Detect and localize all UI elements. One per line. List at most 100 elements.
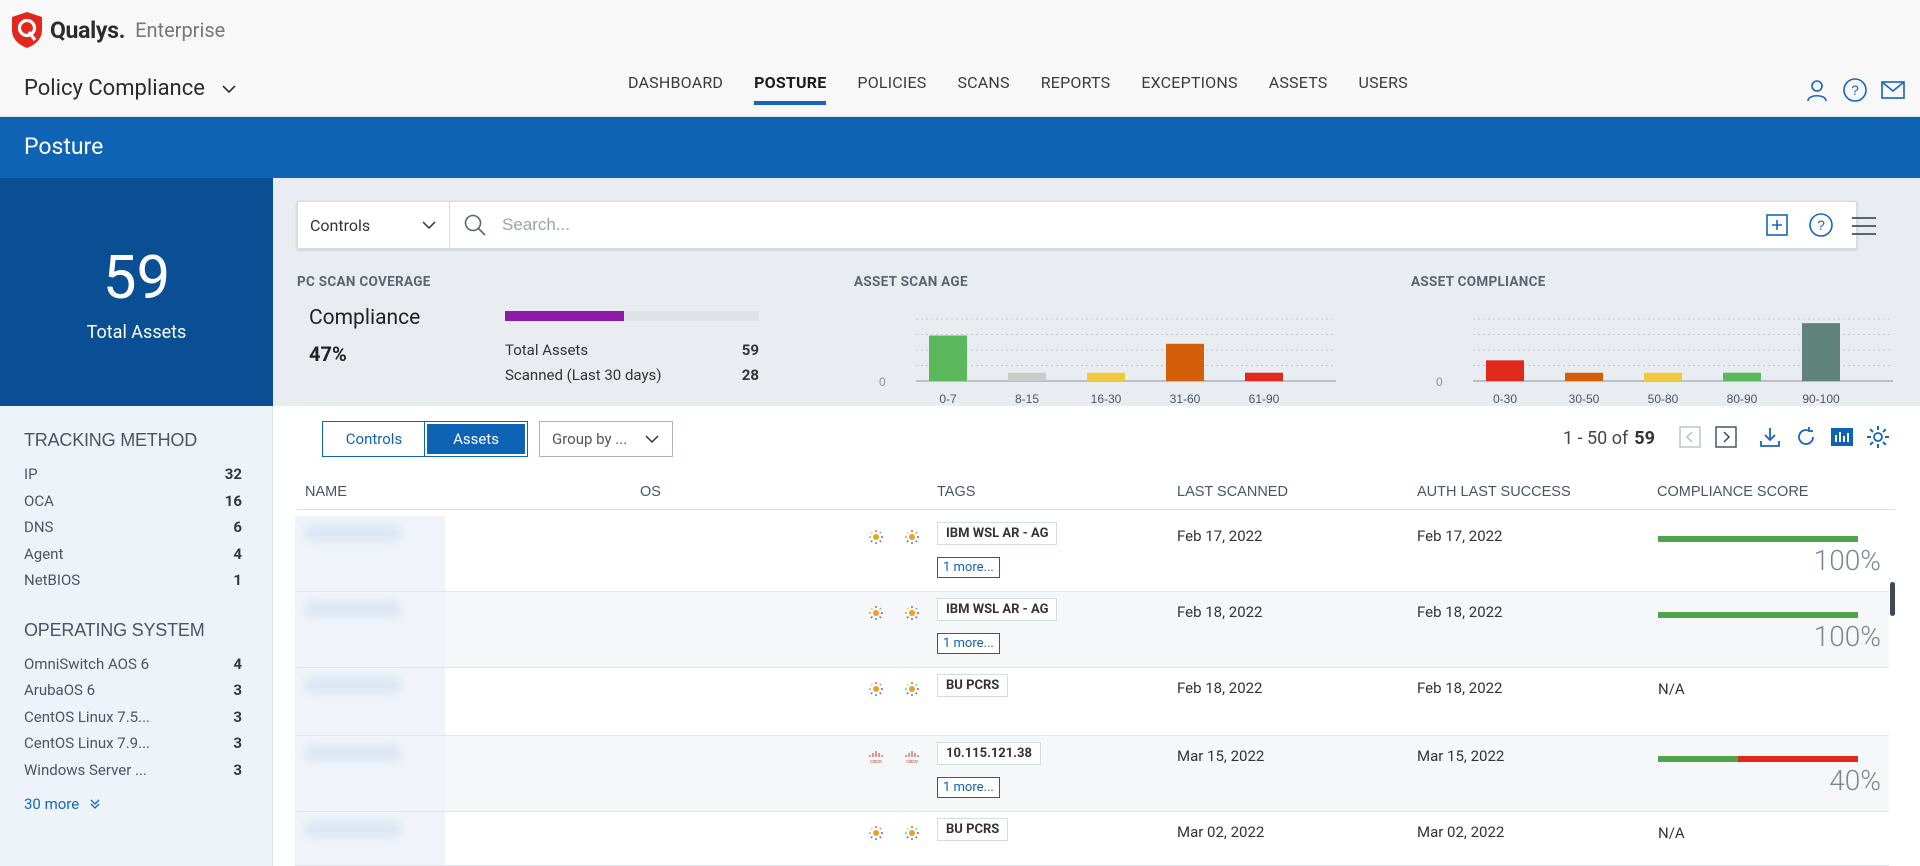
compliance-score-percent: 40%: [1829, 764, 1881, 797]
download-icon[interactable]: [1758, 425, 1782, 449]
group-by-label: Group by ...: [552, 430, 628, 448]
svg-text:cisco: cisco: [906, 759, 918, 765]
facet-item-label: CentOS Linux 7.5...: [24, 707, 150, 726]
col-header-last-scanned[interactable]: LAST SCANNED: [1177, 484, 1288, 500]
score-pass-segment: [1658, 756, 1738, 762]
search-scope-label: Controls: [310, 215, 371, 235]
nav-item-users[interactable]: USERS: [1358, 73, 1408, 92]
facet-item[interactable]: CentOS Linux 7.9... 3: [0, 730, 272, 757]
coverage-row-value: 28: [741, 366, 759, 384]
last-scanned-date: Feb 18, 2022: [1177, 603, 1263, 621]
hamburger-menu-icon[interactable]: [1850, 215, 1878, 237]
nav-item-scans[interactable]: SCANS: [957, 73, 1010, 92]
chart-bar-0-7[interactable]: [929, 335, 967, 381]
coverage-progress-bar: [505, 311, 759, 321]
facet-item[interactable]: IP 32: [0, 461, 272, 488]
chart-tick-label: 30-50: [1569, 392, 1600, 406]
col-header-compliance-score[interactable]: COMPLIANCE SCORE: [1657, 484, 1809, 500]
agent-sun-icon: [869, 606, 883, 620]
top-icons: ?: [1804, 77, 1906, 103]
brand-edition: Enterprise: [135, 18, 226, 42]
nav-item-assets[interactable]: ASSETS: [1268, 73, 1328, 92]
total-assets-label: Total Assets: [86, 322, 187, 343]
table-scrollbar[interactable]: [1890, 582, 1895, 616]
next-page-icon[interactable]: [1714, 425, 1738, 449]
tag-chip[interactable]: IBM WSL AR - AG: [937, 598, 1058, 621]
facet-item-count: 1: [233, 571, 242, 590]
chart-tick-label: 8-15: [1015, 392, 1039, 406]
chart-bar-90-100[interactable]: [1802, 323, 1840, 381]
more-tags-button[interactable]: 1 more...: [937, 633, 1000, 654]
col-header-os[interactable]: OS: [640, 484, 661, 500]
search-scope-select[interactable]: Controls: [298, 202, 450, 248]
facet-item[interactable]: Windows Server ... 3: [0, 757, 272, 784]
col-header-tags[interactable]: TAGS: [937, 484, 976, 500]
chart-bar-50-80[interactable]: [1644, 372, 1682, 381]
more-tags-button[interactable]: 1 more...: [937, 777, 1000, 798]
asset-name-redacted: [295, 592, 445, 667]
pager-total: 59: [1634, 428, 1655, 449]
toggle-assets[interactable]: Assets: [424, 421, 528, 457]
help-icon[interactable]: ?: [1842, 77, 1868, 103]
agent-sun-icon: [905, 606, 919, 620]
nav-item-reports[interactable]: REPORTS: [1040, 73, 1111, 92]
toggle-controls[interactable]: Controls: [323, 422, 425, 456]
refresh-icon[interactable]: [1794, 425, 1818, 449]
facet-more-link[interactable]: 30 more: [24, 795, 272, 813]
tag-chip[interactable]: IBM WSL AR - AG: [937, 522, 1058, 545]
col-header-name[interactable]: NAME: [305, 484, 347, 500]
compliance-score-na: N/A: [1658, 824, 1685, 842]
nav-item-posture[interactable]: POSTURE: [754, 73, 827, 105]
user-icon[interactable]: [1804, 77, 1830, 103]
facet-item[interactable]: ArubaOS 6 3: [0, 677, 272, 704]
table-row[interactable]: cisco cisco 10.115.121.38 1 more... Mar 15, …: [295, 736, 1889, 812]
nav-item-dashboard[interactable]: DASHBOARD: [628, 73, 724, 92]
table-row[interactable]: BU PCRS Feb 18, 2022 Feb 18, 2022 N/A: [295, 668, 1889, 736]
chart-bar-0-30[interactable]: [1486, 360, 1524, 381]
chart-bar-8-15[interactable]: [1008, 372, 1046, 381]
facet-item[interactable]: DNS 6: [0, 514, 272, 541]
agent-sun-icon: [905, 530, 919, 544]
qualys-logo[interactable]: Qualys. Enterprise: [10, 11, 225, 49]
tag-chip[interactable]: BU PCRS: [937, 674, 1009, 697]
facet-item[interactable]: Agent 4: [0, 541, 272, 568]
last-scanned-date: Feb 18, 2022: [1177, 679, 1263, 697]
facet-more-label: 30 more: [24, 795, 80, 813]
settings-gear-icon[interactable]: [1866, 425, 1890, 449]
prev-page-icon[interactable]: [1678, 425, 1702, 449]
app-switcher[interactable]: Policy Compliance: [24, 76, 237, 101]
chart-bar-30-50[interactable]: [1565, 372, 1603, 381]
table-row[interactable]: IBM WSL AR - AG 1 more... Feb 18, 2022 Feb …: [295, 592, 1889, 668]
search-input[interactable]: [502, 215, 1762, 235]
add-query-icon[interactable]: [1762, 210, 1792, 240]
tag-chip[interactable]: 10.115.121.38: [937, 742, 1041, 765]
chart-bar-80-90[interactable]: [1723, 372, 1761, 381]
chart-view-icon[interactable]: [1830, 425, 1854, 449]
facet-item-count: 32: [224, 465, 242, 484]
mail-icon[interactable]: [1880, 77, 1906, 103]
more-tags-button[interactable]: 1 more...: [937, 557, 1000, 578]
nav-item-exceptions[interactable]: EXCEPTIONS: [1141, 73, 1238, 92]
facet-item[interactable]: OCA 16: [0, 488, 272, 515]
coverage-row-total: Total Assets 59: [505, 341, 759, 359]
nav-item-policies[interactable]: POLICIES: [857, 73, 927, 92]
table-row[interactable]: BU PCRS Mar 02, 2022 Mar 02, 2022 N/A: [295, 812, 1889, 866]
brand-name: Qualys.: [50, 16, 126, 44]
coverage-row-value: 59: [741, 341, 759, 359]
score-pass-segment: [1658, 536, 1858, 542]
facet-item[interactable]: CentOS Linux 7.5... 3: [0, 704, 272, 731]
table-row[interactable]: IBM WSL AR - AG 1 more... Feb 17, 2022 Feb …: [295, 516, 1889, 592]
main-nav: DASHBOARD POSTURE POLICIES SCANS REPORTS EXCE…: [628, 73, 1439, 105]
facet-item[interactable]: NetBIOS 1: [0, 567, 272, 594]
coverage-progress-fill: [505, 311, 625, 321]
chart-bar-61-90[interactable]: [1245, 372, 1283, 381]
group-by-select[interactable]: Group by ...: [539, 421, 673, 457]
search-help-icon[interactable]: ?: [1806, 210, 1836, 240]
tag-chip[interactable]: BU PCRS: [937, 818, 1009, 841]
chart-bar-31-60[interactable]: [1166, 343, 1204, 381]
chart-bar-16-30[interactable]: [1087, 372, 1125, 381]
col-header-auth-last-success[interactable]: AUTH LAST SUCCESS: [1417, 484, 1571, 500]
cisco-icon: cisco: [905, 751, 919, 765]
facet-item[interactable]: OmniSwitch AOS 6 4: [0, 651, 272, 678]
facet-item-label: Windows Server ...: [24, 760, 147, 779]
